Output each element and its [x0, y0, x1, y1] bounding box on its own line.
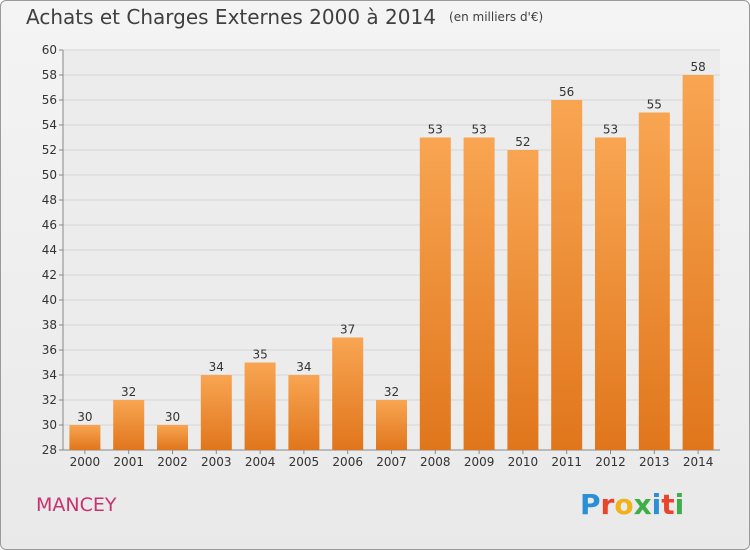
bar-2010	[507, 150, 539, 450]
data-label-2013: 55	[647, 98, 662, 112]
y-tick-label: 30	[42, 418, 57, 432]
x-tick-label-2013: 2013	[639, 455, 670, 469]
bar-2003	[200, 375, 232, 450]
x-tick-label-2007: 2007	[376, 455, 407, 469]
proxiti-logo: Proxiti	[580, 488, 685, 521]
y-tick-label: 42	[42, 268, 57, 282]
commune-name: MANCEY	[36, 494, 117, 516]
data-label-2004: 35	[252, 348, 267, 362]
y-tick-label: 32	[42, 393, 57, 407]
x-tick-label-2006: 2006	[332, 455, 363, 469]
bar-2005	[288, 375, 320, 450]
y-tick-label: 56	[42, 93, 57, 107]
x-tick-label-2008: 2008	[420, 455, 451, 469]
y-tick-label: 28	[42, 443, 57, 457]
y-tick-label: 40	[42, 293, 57, 307]
bar-2012	[595, 137, 626, 450]
bar-2000	[69, 425, 101, 450]
bar-2006	[332, 337, 364, 450]
y-tick-label: 58	[42, 68, 57, 82]
x-tick-label-2000: 2000	[70, 455, 101, 469]
x-tick-label-2004: 2004	[245, 455, 276, 469]
y-tick-label: 60	[42, 43, 57, 57]
bar-2009	[463, 137, 495, 450]
chart-title: Achats et Charges Externes 2000 à 2014	[26, 5, 436, 29]
data-label-2010: 52	[515, 135, 530, 149]
data-label-2002: 30	[165, 410, 180, 424]
data-label-2006: 37	[340, 323, 355, 337]
y-tick-label: 46	[42, 218, 57, 232]
bar-2013	[638, 112, 670, 450]
x-tick-label-2009: 2009	[464, 455, 495, 469]
x-tick-label-2002: 2002	[157, 455, 188, 469]
data-label-2000: 30	[77, 410, 92, 424]
bar-2002	[157, 425, 188, 450]
data-label-2001: 32	[121, 385, 136, 399]
data-label-2007: 32	[384, 385, 399, 399]
bar-2011	[551, 100, 583, 450]
y-tick-label: 54	[42, 118, 57, 132]
data-label-2003: 34	[209, 360, 224, 374]
data-label-2008: 53	[428, 123, 443, 137]
data-label-2009: 53	[471, 123, 486, 137]
bar-2014	[682, 75, 714, 450]
data-label-2014: 58	[690, 60, 705, 74]
x-tick-label-2012: 2012	[595, 455, 626, 469]
bar-2001	[113, 400, 145, 450]
x-tick-label-2010: 2010	[508, 455, 539, 469]
x-tick-label-2003: 2003	[201, 455, 232, 469]
x-tick-label-2014: 2014	[683, 455, 714, 469]
x-tick-label-2001: 2001	[113, 455, 144, 469]
y-tick-label: 36	[42, 343, 57, 357]
y-tick-label: 50	[42, 168, 57, 182]
x-tick-label-2011: 2011	[551, 455, 582, 469]
data-label-2011: 56	[559, 85, 574, 99]
data-label-2005: 34	[296, 360, 311, 374]
bar-2004	[244, 362, 276, 450]
y-tick-label: 38	[42, 318, 57, 332]
y-tick-label: 34	[42, 368, 57, 382]
y-tick-label: 52	[42, 143, 57, 157]
chart-title-block: Achats et Charges Externes 2000 à 2014 (…	[26, 5, 543, 29]
chart-subtitle: (en milliers d'€)	[449, 10, 544, 24]
data-label-2012: 53	[603, 123, 618, 137]
bar-2007	[376, 400, 407, 450]
y-tick-label: 44	[42, 243, 57, 257]
x-tick-label-2005: 2005	[289, 455, 320, 469]
y-tick-label: 48	[42, 193, 57, 207]
bar-2008	[419, 137, 451, 450]
